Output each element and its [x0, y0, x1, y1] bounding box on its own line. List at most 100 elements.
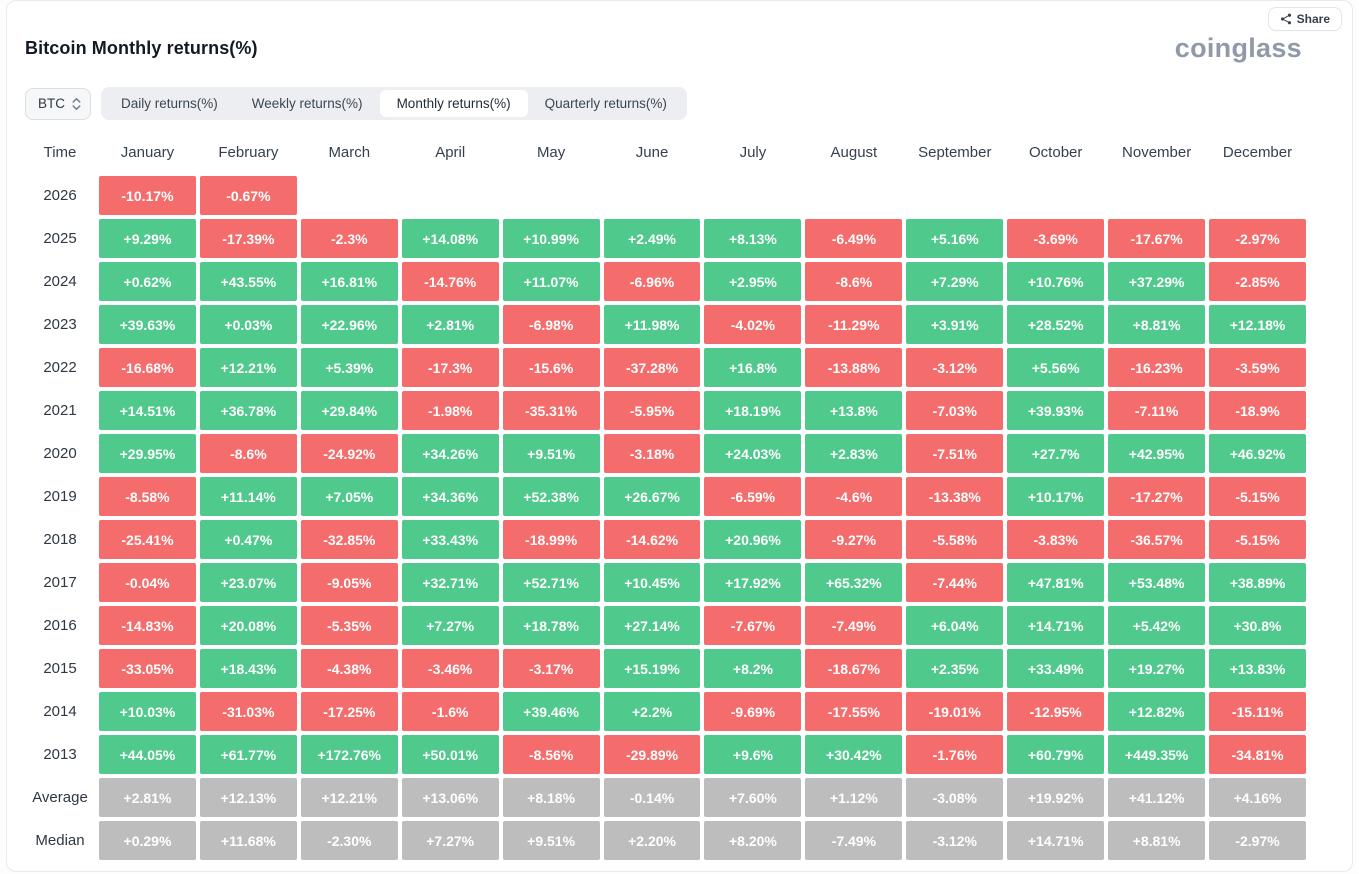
return-cell: +43.55% — [199, 262, 297, 301]
return-cell: +32.71% — [401, 563, 499, 602]
return-cell: +11.07% — [502, 262, 600, 301]
return-cell: +18.19% — [704, 391, 802, 430]
return-cell: +9.6% — [704, 735, 802, 774]
return-cell: -2.3% — [300, 219, 398, 258]
empty-cell — [906, 176, 1003, 215]
return-cell: -8.56% — [502, 735, 600, 774]
return-cell: +34.36% — [401, 477, 499, 516]
month-column-header: October — [1029, 144, 1083, 161]
return-cell: +7.05% — [300, 477, 398, 516]
return-cell: +37.29% — [1108, 262, 1206, 301]
return-cell: -13.38% — [906, 477, 1004, 516]
return-cell: +60.79% — [1007, 735, 1105, 774]
return-cell: -2.30% — [300, 821, 398, 860]
return-cell: -17.67% — [1108, 219, 1206, 258]
time-column-header: Time — [43, 144, 77, 161]
row-label: Average — [32, 789, 88, 806]
tab-monthly-returns[interactable]: Monthly returns(%) — [379, 90, 528, 117]
share-nodes-icon — [1280, 13, 1292, 25]
return-cell: -0.04% — [99, 563, 196, 602]
row-label: 2021 — [43, 402, 77, 419]
row-label: 2025 — [43, 230, 77, 247]
return-cell: +10.17% — [1007, 477, 1105, 516]
return-cell: -10.17% — [99, 176, 196, 215]
return-cell: -18.67% — [805, 649, 903, 688]
empty-cell — [805, 176, 902, 215]
return-cell: +12.82% — [1108, 692, 1206, 731]
return-cell: -3.59% — [1209, 348, 1306, 387]
return-cell: -16.23% — [1108, 348, 1206, 387]
bitcoin-returns-card: Share Bitcoin Monthly returns(%) coingla… — [6, 0, 1353, 872]
return-cell: +26.67% — [603, 477, 701, 516]
return-cell: +61.77% — [199, 735, 297, 774]
return-cell: +8.2% — [704, 649, 802, 688]
month-column-header: June — [635, 144, 669, 161]
share-button-label: Share — [1296, 12, 1330, 26]
return-cell: -7.67% — [704, 606, 802, 645]
return-cell: +5.39% — [300, 348, 398, 387]
return-cell: -3.08% — [906, 778, 1004, 817]
row-label: 2026 — [43, 187, 77, 204]
return-cell: +27.14% — [603, 606, 701, 645]
row-label: 2022 — [43, 359, 77, 376]
return-cell: -17.55% — [805, 692, 903, 731]
return-cell: -7.49% — [805, 821, 903, 860]
return-cell: +2.81% — [401, 305, 499, 344]
row-label: Median — [35, 832, 85, 849]
return-cell: +42.95% — [1108, 434, 1206, 473]
return-cell: -3.46% — [401, 649, 499, 688]
return-cell: -6.98% — [502, 305, 600, 344]
coin-selector[interactable]: BTC — [25, 87, 91, 120]
return-cell: -8.6% — [805, 262, 903, 301]
tab-quarterly-returns[interactable]: Quarterly returns(%) — [528, 90, 684, 117]
return-cell: +41.12% — [1108, 778, 1206, 817]
returns-tab-group: Daily returns(%) Weekly returns(%) Monthly… — [101, 87, 687, 120]
return-cell: +13.06% — [401, 778, 499, 817]
month-column-header: March — [328, 144, 371, 161]
month-column-header: January — [120, 144, 175, 161]
return-cell: +19.92% — [1007, 778, 1105, 817]
return-cell: +39.63% — [99, 305, 196, 344]
return-cell: +9.29% — [99, 219, 196, 258]
return-cell: -6.59% — [704, 477, 802, 516]
return-cell: -3.83% — [1007, 520, 1105, 559]
month-column-header: December — [1222, 144, 1293, 161]
return-cell: -5.15% — [1209, 520, 1306, 559]
return-cell: -3.12% — [906, 821, 1004, 860]
return-cell: +13.8% — [805, 391, 903, 430]
return-cell: +23.07% — [199, 563, 297, 602]
return-cell: +33.43% — [401, 520, 499, 559]
return-cell: -24.92% — [300, 434, 398, 473]
empty-cell — [1007, 176, 1104, 215]
return-cell: +14.71% — [1007, 606, 1105, 645]
return-cell: +12.13% — [199, 778, 297, 817]
return-cell: +24.03% — [704, 434, 802, 473]
return-cell: +17.92% — [704, 563, 802, 602]
return-cell: +11.68% — [199, 821, 297, 860]
return-cell: +33.49% — [1007, 649, 1105, 688]
empty-cell — [1209, 176, 1306, 215]
empty-cell — [704, 176, 801, 215]
return-cell: -17.27% — [1108, 477, 1206, 516]
tab-weekly-returns[interactable]: Weekly returns(%) — [235, 90, 380, 117]
row-label: 2020 — [43, 445, 77, 462]
return-cell: +2.95% — [704, 262, 802, 301]
share-button[interactable]: Share — [1267, 7, 1342, 31]
return-cell: -5.15% — [1209, 477, 1306, 516]
row-label: 2016 — [43, 617, 77, 634]
return-cell: -8.6% — [199, 434, 297, 473]
return-cell: +7.27% — [401, 821, 499, 860]
tab-daily-returns[interactable]: Daily returns(%) — [104, 90, 235, 117]
return-cell: +10.03% — [99, 692, 196, 731]
return-cell: +52.38% — [502, 477, 600, 516]
return-cell: -15.6% — [502, 348, 600, 387]
return-cell: -18.99% — [502, 520, 600, 559]
coin-selector-value: BTC — [38, 96, 65, 111]
return-cell: +14.08% — [401, 219, 499, 258]
return-cell: +8.81% — [1108, 821, 1206, 860]
return-cell: +13.83% — [1209, 649, 1306, 688]
return-cell: -32.85% — [300, 520, 398, 559]
return-cell: -25.41% — [99, 520, 196, 559]
return-cell: -34.81% — [1209, 735, 1306, 774]
return-cell: +2.83% — [805, 434, 903, 473]
